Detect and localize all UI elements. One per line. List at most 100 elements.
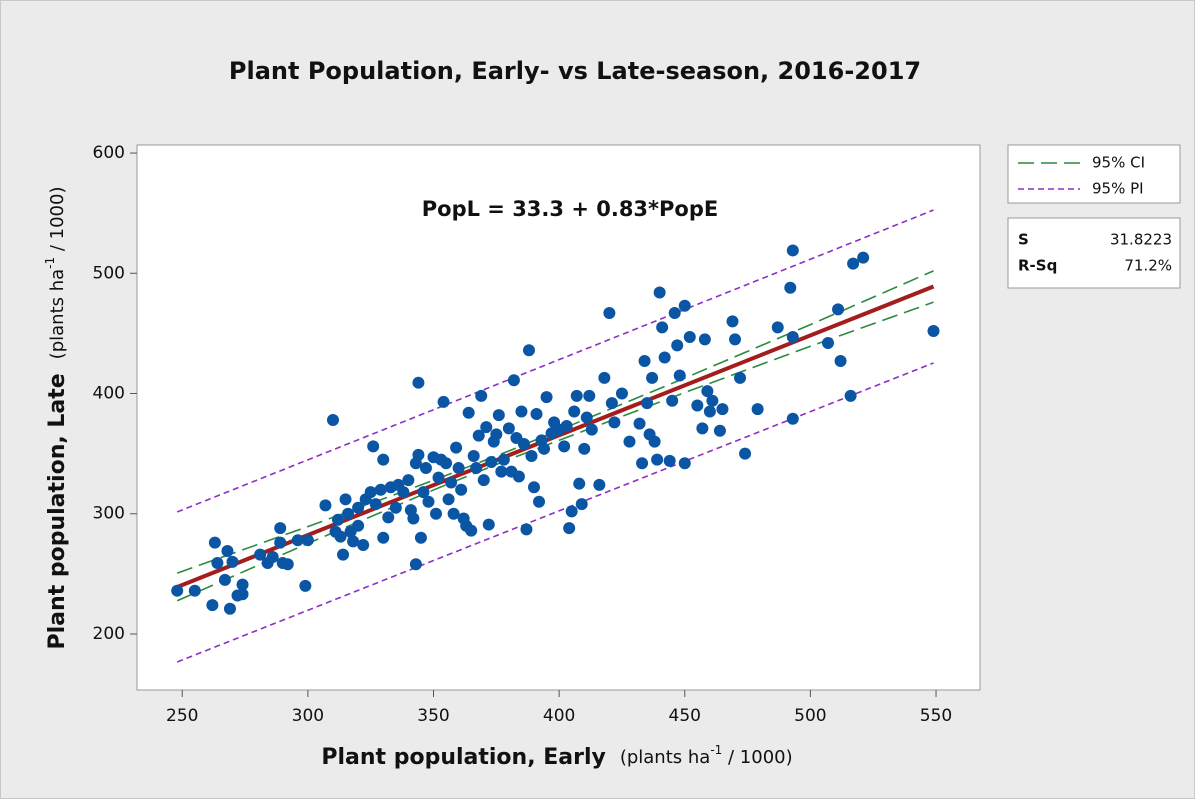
point: [558, 440, 571, 453]
x-tick-label: 350: [417, 706, 449, 726]
point: [369, 498, 382, 511]
point: [208, 536, 221, 549]
point: [821, 337, 834, 350]
point: [236, 588, 249, 601]
point: [367, 440, 380, 453]
point: [771, 321, 784, 334]
point: [673, 369, 686, 382]
point: [525, 450, 538, 463]
point: [188, 584, 201, 597]
point: [857, 251, 870, 264]
point: [226, 555, 239, 568]
point: [455, 483, 468, 496]
point: [713, 424, 726, 437]
x-tick-label: 250: [166, 706, 198, 726]
point: [786, 244, 799, 257]
point: [475, 389, 488, 402]
point: [223, 602, 236, 615]
point: [437, 395, 450, 408]
point: [382, 511, 395, 524]
point: [568, 405, 581, 418]
point: [844, 389, 857, 402]
chart-title: Plant Population, Early- vs Late-season,…: [229, 57, 921, 85]
point: [274, 536, 287, 549]
point: [666, 394, 679, 407]
point: [339, 493, 352, 506]
point: [274, 522, 287, 535]
point: [739, 447, 752, 460]
point: [334, 530, 347, 543]
point: [432, 471, 445, 484]
point: [211, 557, 224, 570]
point: [470, 462, 483, 475]
point: [663, 454, 676, 467]
point: [678, 299, 691, 312]
point: [658, 351, 671, 364]
point: [515, 405, 528, 418]
point: [377, 531, 390, 544]
y-tick-label: 400: [93, 384, 125, 404]
point: [218, 573, 231, 586]
point: [786, 331, 799, 344]
point: [512, 470, 525, 483]
y-tick-label: 500: [93, 263, 125, 283]
y-tick-label: 600: [93, 143, 125, 163]
point: [593, 478, 606, 491]
point: [412, 448, 425, 461]
point: [495, 465, 508, 478]
point: [407, 512, 420, 525]
point: [623, 435, 636, 448]
point: [450, 441, 463, 454]
point: [533, 495, 546, 508]
point: [832, 303, 845, 316]
point: [409, 558, 422, 571]
point: [734, 371, 747, 384]
point: [530, 407, 543, 420]
point: [560, 419, 573, 432]
point: [281, 558, 294, 571]
point: [326, 413, 339, 426]
point: [538, 442, 551, 455]
point: [472, 429, 485, 442]
point: [402, 474, 415, 487]
point: [419, 462, 432, 475]
y-tick-label: 300: [93, 504, 125, 524]
point: [726, 315, 739, 328]
point: [301, 534, 314, 547]
point: [389, 501, 402, 514]
point: [254, 548, 267, 561]
point: [698, 333, 711, 346]
stat-value: 71.2%: [1124, 257, 1172, 275]
point: [603, 306, 616, 319]
point: [563, 522, 576, 535]
point: [565, 505, 578, 518]
point: [502, 422, 515, 435]
point: [520, 523, 533, 536]
point: [528, 481, 541, 494]
y-axis-label: Plant population, Late (plants ha-1 / 100…: [43, 187, 71, 650]
point: [447, 507, 460, 520]
point: [927, 324, 940, 337]
point: [507, 374, 520, 387]
point: [364, 486, 377, 499]
x-tick-label: 550: [920, 706, 952, 726]
point: [729, 333, 742, 346]
point: [668, 306, 681, 319]
point: [638, 355, 651, 368]
point: [352, 519, 365, 532]
point: [646, 371, 659, 384]
point: [678, 457, 691, 470]
y-label-main: Plant population, Late: [45, 373, 70, 649]
point: [452, 462, 465, 475]
band-line: [176, 270, 934, 574]
point: [357, 539, 370, 552]
y-tick-label: 200: [93, 624, 125, 644]
x-label-sup: -1: [710, 743, 722, 757]
stat-label: R-Sq: [1018, 257, 1057, 275]
x-label-unit: / 1000): [722, 747, 792, 768]
point: [615, 387, 628, 400]
point: [522, 344, 535, 357]
point: [462, 406, 475, 419]
